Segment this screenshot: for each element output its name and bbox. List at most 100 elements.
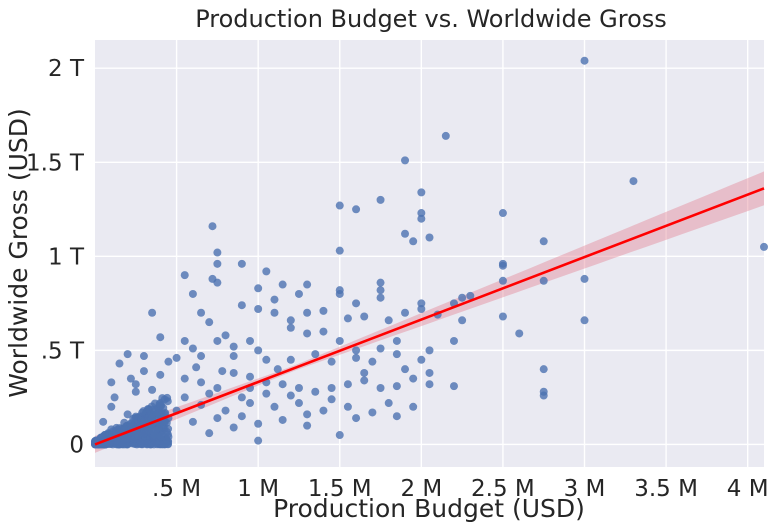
- data-point-104: [335, 431, 344, 440]
- data-point-38: [188, 289, 197, 298]
- data-point-99: [425, 380, 434, 389]
- data-point-51: [286, 316, 295, 325]
- data-point-17: [213, 248, 222, 257]
- data-point-73: [246, 336, 255, 345]
- data-point-123: [229, 368, 238, 377]
- data-point-131: [360, 376, 369, 385]
- data-point-139: [221, 406, 230, 415]
- data-point-40: [352, 299, 361, 308]
- data-point-161: [99, 417, 108, 426]
- y-axis-label: Worldwide Gross (USD): [4, 108, 33, 398]
- data-point-9: [498, 209, 507, 218]
- data-point-142: [156, 399, 165, 408]
- data-point-119: [156, 370, 165, 379]
- data-point-128: [311, 387, 320, 396]
- data-point-86: [197, 352, 206, 361]
- data-point-39: [335, 289, 344, 298]
- data-point-146: [262, 389, 271, 398]
- data-point-90: [311, 350, 320, 359]
- data-point-71: [213, 336, 222, 345]
- x-axis-label: Production Budget (USD): [273, 494, 585, 523]
- data-point-158: [213, 414, 222, 423]
- data-point-65: [286, 323, 295, 332]
- data-point-20: [213, 259, 222, 268]
- cluster-point: [156, 432, 165, 441]
- data-point-15: [539, 237, 548, 246]
- data-point-164: [110, 393, 119, 402]
- data-point-42: [417, 299, 426, 308]
- data-point-23: [498, 261, 507, 270]
- data-point-68: [156, 333, 165, 342]
- data-point-170: [273, 365, 282, 374]
- cluster-point: [113, 440, 122, 449]
- data-point-55: [360, 312, 369, 321]
- data-point-133: [392, 382, 401, 391]
- data-point-89: [286, 355, 295, 364]
- data-point-107: [229, 423, 238, 432]
- data-point-134: [409, 374, 418, 383]
- data-point-19: [237, 259, 246, 268]
- data-point-4: [417, 188, 426, 197]
- data-point-153: [278, 415, 287, 424]
- data-point-0: [580, 56, 589, 65]
- y-tick-label-3: 1.5 T: [26, 150, 85, 176]
- confidence-band-area: [95, 171, 764, 453]
- data-point-154: [303, 421, 312, 430]
- data-point-108: [205, 429, 214, 438]
- data-point-120: [180, 374, 189, 383]
- data-point-111: [123, 434, 132, 443]
- data-point-165: [126, 374, 135, 383]
- data-point-53: [319, 306, 328, 315]
- y-tick-label-0: 0: [69, 432, 84, 458]
- data-point-98: [539, 391, 548, 400]
- data-point-127: [294, 383, 303, 392]
- data-point-132: [376, 383, 385, 392]
- chart-title: Production Budget vs. Worldwide Gross: [195, 5, 667, 33]
- data-point-152: [254, 419, 263, 428]
- x-tick-label-6: 3.5 M: [634, 476, 698, 502]
- data-point-160: [123, 410, 132, 419]
- data-point-95: [417, 355, 426, 364]
- data-point-116: [131, 380, 140, 389]
- data-point-147: [286, 391, 295, 400]
- data-point-61: [498, 312, 507, 321]
- data-point-135: [327, 395, 336, 404]
- data-point-72: [229, 342, 238, 351]
- data-point-148: [319, 406, 328, 415]
- data-point-78: [376, 344, 385, 353]
- data-point-58: [417, 304, 426, 313]
- data-point-47: [197, 308, 206, 317]
- cluster-point: [120, 418, 129, 427]
- data-point-54: [343, 314, 352, 323]
- data-point-64: [319, 327, 328, 336]
- data-point-167: [192, 363, 201, 372]
- data-point-21: [262, 267, 271, 276]
- x-tick-labels: .5 M 1 M 1.5 M 2 M 2.5 M 3 M 3.5 M 4 M: [152, 476, 769, 502]
- data-point-35: [458, 293, 467, 302]
- data-point-93: [368, 357, 377, 366]
- data-point-115: [107, 378, 116, 387]
- data-point-66: [205, 318, 214, 327]
- data-point-37: [213, 278, 222, 287]
- data-point-118: [131, 387, 140, 396]
- data-point-150: [368, 408, 377, 417]
- data-point-57: [401, 308, 410, 317]
- data-point-171: [360, 368, 369, 377]
- data-point-69: [180, 336, 189, 345]
- data-point-30: [278, 280, 287, 289]
- data-point-50: [270, 308, 279, 317]
- data-point-41: [376, 293, 385, 302]
- y-tick-labels: 0 .5 T 1 T 1.5 T 2 T: [26, 56, 85, 458]
- data-point-5: [335, 201, 344, 210]
- data-point-145: [237, 393, 246, 402]
- data-point-24: [539, 276, 548, 285]
- confidence-band: [95, 171, 764, 453]
- data-point-34: [376, 286, 385, 295]
- scatter-points: [91, 56, 768, 449]
- data-point-29: [254, 284, 263, 293]
- data-point-25: [580, 274, 589, 283]
- data-point-138: [246, 399, 255, 408]
- data-point-52: [303, 308, 312, 317]
- data-point-77: [352, 346, 361, 355]
- x-tick-label-4: 2.5 M: [471, 476, 535, 502]
